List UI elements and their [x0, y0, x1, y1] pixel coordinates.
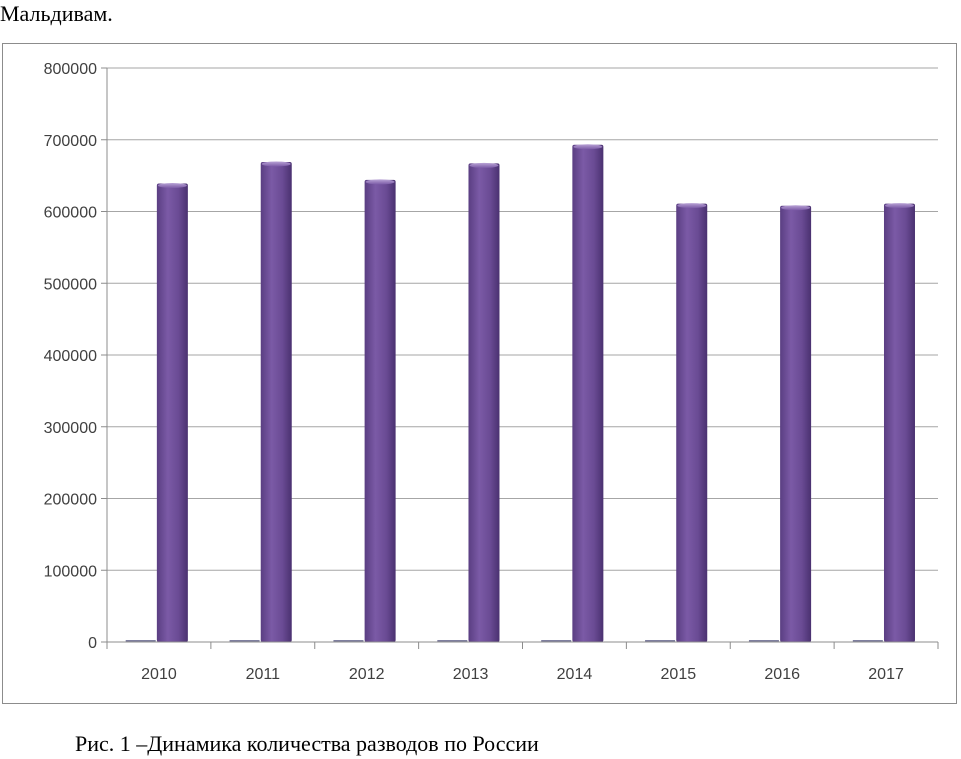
y-tick-label: 100000	[44, 563, 97, 580]
bar-cap	[573, 144, 603, 150]
y-tick-label: 0	[88, 635, 97, 652]
bar-cap	[677, 203, 707, 209]
x-tick-label: 2012	[349, 666, 385, 683]
y-tick-label: 200000	[44, 492, 97, 509]
x-tick-label: 2011	[246, 666, 281, 683]
bar-cap	[365, 179, 395, 185]
bar-cap	[884, 203, 914, 209]
chart-frame: 0 100000 200000 300000 400000 500000 600000 700…	[2, 43, 957, 704]
bar-series-1	[748, 640, 779, 642]
x-tick-label: 2016	[764, 666, 800, 683]
bar-cap	[469, 162, 499, 168]
x-tick-label: 2013	[453, 666, 489, 683]
y-tick-label: 300000	[44, 420, 97, 437]
x-tick-label: 2010	[141, 666, 177, 683]
y-tick-label: 400000	[44, 348, 97, 365]
y-tick-label: 800000	[44, 61, 97, 78]
bar-series-1	[852, 640, 883, 642]
bar-series-1	[333, 640, 364, 642]
bar	[364, 179, 396, 642]
bar-series-1	[229, 640, 260, 642]
bar-series-1	[541, 640, 572, 642]
bar-series-1	[125, 640, 156, 642]
preceding-text: Мальдивам.	[0, 1, 113, 26]
bar	[468, 163, 500, 642]
bar-series-1	[645, 640, 676, 642]
bar	[572, 144, 604, 642]
bar	[676, 203, 708, 643]
bar-cap	[261, 161, 291, 167]
y-tick-label: 500000	[44, 276, 97, 293]
bar	[883, 203, 915, 643]
x-tick-label: 2017	[868, 666, 904, 683]
bar	[780, 205, 812, 642]
x-tick-label: 2015	[661, 666, 697, 683]
bar	[156, 183, 188, 642]
y-tick-label: 700000	[44, 133, 97, 150]
bar-cap	[157, 183, 187, 189]
y-tick-label: 600000	[44, 205, 97, 222]
bar-chart: 0 100000 200000 300000 400000 500000 600000 700…	[44, 61, 939, 683]
bar	[260, 161, 292, 642]
figure-caption: Рис. 1 –Динамика количества разводов по …	[75, 731, 539, 756]
x-tick-label: 2014	[557, 666, 593, 683]
bar-cap	[781, 205, 811, 211]
bar-series-1	[437, 640, 468, 642]
